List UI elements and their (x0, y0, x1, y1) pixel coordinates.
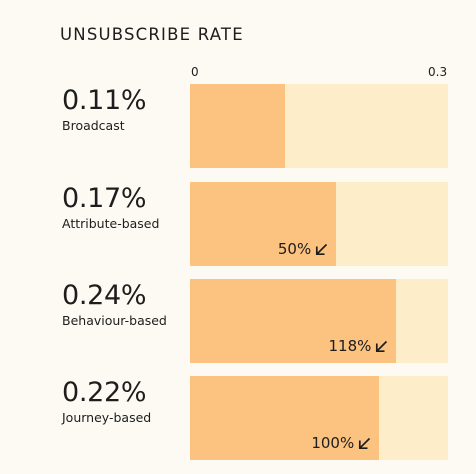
arrow-down-left-icon (376, 340, 388, 352)
change-indicator: 118% (329, 336, 389, 356)
category-label: Journey-based (62, 410, 152, 425)
chart-title: UNSUBSCRIBE RATE (60, 25, 244, 44)
change-label: 50% (277, 240, 312, 258)
change-indicator: 100% (311, 433, 371, 453)
category-label: Behaviour-based (62, 313, 167, 328)
bar-row-broadcast: 0.11% Broadcast (0, 84, 476, 168)
rate-value: 0.11% (62, 85, 147, 116)
rate-value: 0.24% (62, 280, 147, 311)
change-label: 118% (328, 337, 372, 355)
change-indicator: 50% (278, 239, 328, 259)
bar-track: 100% (190, 376, 448, 460)
rate-value: 0.17% (62, 183, 147, 214)
category-label: Broadcast (62, 118, 125, 133)
bar-track (190, 84, 448, 168)
bar-fill (190, 279, 397, 363)
bar-fill (190, 376, 380, 460)
bar-track: 118% (190, 279, 448, 363)
bar-row-attribute-based: 0.17% Attribute-based 50% (0, 182, 476, 266)
arrow-down-left-icon (359, 437, 371, 449)
axis-tick-min: 0 (191, 65, 199, 79)
axis-tick-max: 0.3 (428, 65, 448, 79)
bar-track: 50% (190, 182, 448, 266)
bar-row-behaviour-based: 0.24% Behaviour-based 118% (0, 279, 476, 363)
change-label: 100% (311, 434, 355, 452)
bar-fill (190, 182, 337, 266)
rate-value: 0.22% (62, 377, 147, 408)
category-label: Attribute-based (62, 216, 160, 231)
arrow-down-left-icon (316, 243, 328, 255)
bar-fill (190, 84, 285, 168)
bar-row-journey-based: 0.22% Journey-based 100% (0, 376, 476, 460)
